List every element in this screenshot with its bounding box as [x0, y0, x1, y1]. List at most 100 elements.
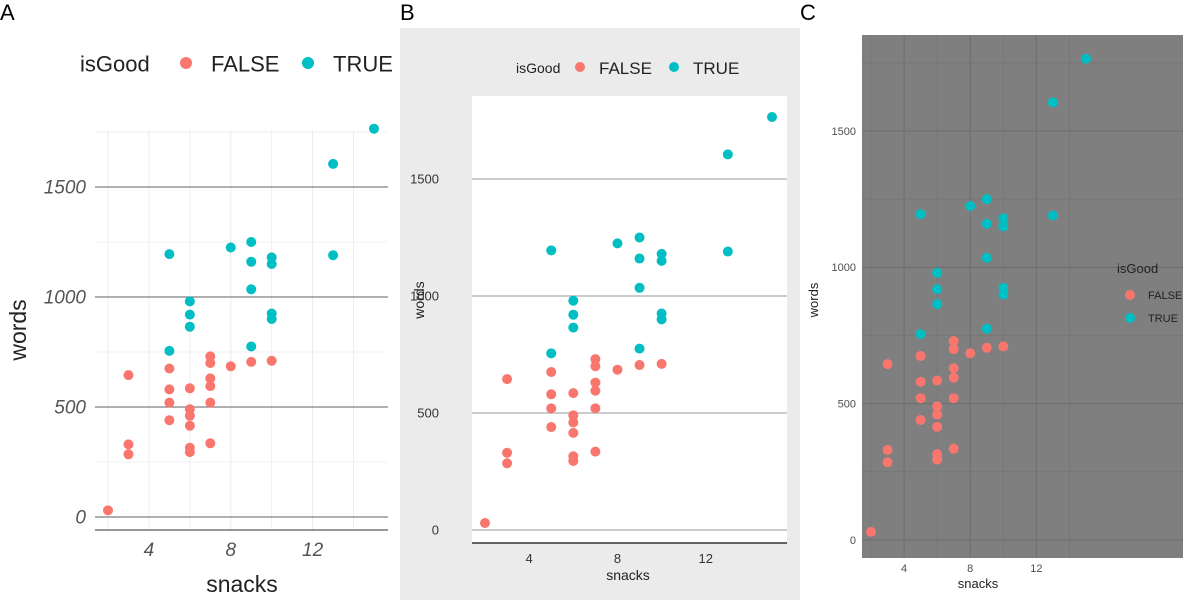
data-point-false — [948, 372, 959, 383]
data-point-false — [882, 457, 893, 468]
data-point-false — [915, 350, 926, 361]
data-point-true — [369, 123, 379, 134]
data-point-false — [590, 403, 601, 414]
data-point-true — [981, 218, 992, 229]
legend-key-false — [575, 62, 585, 72]
data-point-false — [915, 415, 926, 426]
data-point-false — [225, 361, 236, 372]
data-point-false — [948, 363, 959, 374]
data-point-true — [184, 296, 195, 307]
data-point-false — [998, 341, 1009, 352]
y-tick-label: 0 — [432, 523, 439, 538]
data-point-false — [184, 447, 195, 458]
y-tick-label: 0 — [850, 535, 856, 547]
data-point-false — [164, 384, 175, 395]
data-point-true — [568, 295, 579, 306]
data-point-false — [932, 454, 943, 465]
legend-label-true: TRUE — [1148, 313, 1178, 325]
x-tick-label: 4 — [901, 563, 907, 575]
x-axis-title: snacks — [606, 567, 650, 583]
data-point-false — [590, 446, 601, 457]
data-point-true — [634, 343, 645, 354]
x-tick-label: 12 — [1030, 563, 1042, 575]
data-point-true — [164, 345, 175, 356]
data-point-true — [328, 158, 339, 169]
data-point-false — [123, 449, 134, 460]
data-point-true — [915, 329, 926, 340]
data-point-true — [246, 237, 257, 247]
y-tick-label: 1000 — [410, 289, 439, 304]
data-point-false — [480, 517, 490, 528]
data-point-false — [882, 445, 893, 456]
data-point-false — [103, 505, 113, 516]
legend-key-true — [1125, 313, 1135, 323]
x-tick-label: 8 — [614, 551, 621, 566]
data-point-true — [246, 256, 257, 267]
data-point-false — [123, 439, 134, 450]
legend-label-true: TRUE — [333, 52, 393, 77]
y-tick-label: 1500 — [410, 172, 439, 187]
data-point-false — [932, 421, 943, 432]
data-point-true — [998, 289, 1009, 300]
y-tick-label: 500 — [838, 399, 856, 411]
data-point-true — [1047, 97, 1058, 108]
data-point-true — [965, 200, 976, 211]
data-point-true — [568, 322, 579, 333]
data-point-true — [634, 282, 645, 293]
x-axis-title: snacks — [206, 571, 278, 597]
data-point-false — [948, 443, 959, 454]
data-point-true — [1081, 53, 1091, 64]
data-point-false — [184, 410, 195, 421]
data-point-true — [184, 309, 195, 320]
legend-title: isGood — [516, 60, 560, 76]
data-point-true — [932, 267, 943, 278]
data-point-true — [266, 314, 277, 324]
legend-label-true: TRUE — [693, 59, 739, 78]
data-point-true — [184, 321, 195, 332]
data-point-true — [767, 111, 777, 122]
legend-title: isGood — [1117, 261, 1158, 276]
data-point-true — [722, 149, 733, 160]
data-point-false — [205, 381, 216, 392]
data-point-true — [932, 299, 943, 310]
data-point-true — [546, 348, 557, 359]
legend-label-false: FALSE — [211, 52, 279, 77]
legend-label-false: FALSE — [599, 59, 652, 78]
data-point-true — [328, 250, 339, 261]
data-point-false — [590, 361, 601, 372]
x-tick-label: 8 — [225, 540, 236, 561]
legend-key-false — [1125, 290, 1135, 300]
panel-label: B — [400, 0, 415, 25]
plot-background — [472, 96, 787, 543]
data-point-false — [502, 447, 513, 458]
data-point-true — [656, 255, 667, 266]
legend-key-false — [180, 57, 192, 69]
data-point-false — [948, 344, 959, 355]
y-axis-title: words — [5, 299, 31, 361]
data-point-false — [965, 348, 976, 359]
data-point-true — [998, 221, 1009, 232]
data-point-false — [246, 356, 257, 367]
data-point-false — [184, 383, 195, 394]
x-tick-label: 12 — [699, 551, 713, 566]
data-point-false — [981, 342, 992, 353]
data-point-true — [981, 252, 992, 263]
data-point-true — [246, 341, 257, 352]
data-point-true — [568, 309, 579, 320]
data-point-true — [634, 232, 645, 243]
y-tick-label: 500 — [54, 398, 86, 419]
legend-key-true — [669, 62, 679, 72]
data-point-false — [568, 455, 579, 466]
legend-title: isGood — [80, 52, 150, 77]
data-point-true — [656, 248, 667, 259]
data-point-true — [612, 238, 623, 249]
x-tick-label: 4 — [526, 551, 533, 566]
data-point-false — [568, 388, 579, 399]
data-point-false — [546, 422, 557, 433]
data-point-true — [225, 242, 236, 253]
data-point-false — [205, 358, 216, 368]
data-point-false — [546, 367, 557, 378]
data-point-false — [948, 393, 959, 404]
